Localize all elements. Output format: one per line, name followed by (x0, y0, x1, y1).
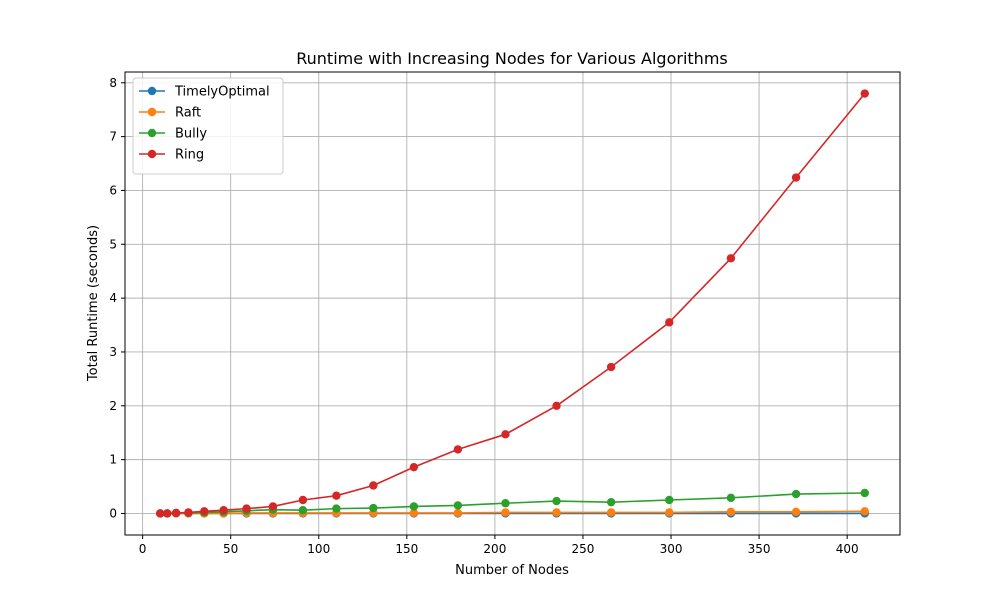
data-point-ring (219, 506, 228, 515)
data-point-ring (409, 462, 419, 472)
plot-frame (124, 71, 901, 536)
x-tick-label: 350 (748, 542, 771, 556)
legend-label-raft: Raft (175, 106, 201, 121)
x-tick-label: 50 (223, 542, 238, 556)
data-point-raft (860, 507, 869, 516)
data-point-raft (501, 508, 510, 517)
legend-box (132, 77, 284, 175)
series-ring (156, 89, 869, 518)
y-tick-label: 5 (109, 237, 117, 251)
data-point-ring (453, 445, 463, 454)
legend: TimelyOptimal Raft Bully Ring (132, 77, 284, 175)
data-point-ring (184, 508, 193, 517)
x-tick-label: 150 (395, 542, 418, 556)
data-point-ring (791, 173, 801, 182)
legend-marker-timelyoptimal (147, 86, 157, 96)
data-point-bully (369, 503, 378, 513)
data-point-ring (268, 502, 278, 511)
data-point-ring (200, 507, 209, 516)
y-tick-label: 4 (109, 291, 117, 305)
legend-label-bully: Bully (175, 127, 207, 142)
legend-marker-raft (147, 107, 157, 117)
data-point-ring (171, 508, 181, 518)
y-tick-label: 7 (109, 130, 117, 144)
y-axis-label: Total Runtime (seconds) (86, 225, 101, 382)
data-point-bully (726, 493, 736, 503)
x-tick-label: 100 (307, 542, 330, 556)
legend-marker-ring (147, 149, 157, 159)
data-point-raft (791, 507, 801, 517)
data-point-ring (242, 504, 251, 513)
data-point-bully (332, 504, 341, 513)
y-tick-label: 3 (109, 345, 117, 359)
data-point-ring (860, 89, 869, 98)
legend-marker-bully (147, 128, 157, 138)
y-tick-label: 2 (109, 399, 117, 413)
data-point-bully (665, 495, 674, 505)
legend-label-ring: Ring (175, 148, 204, 163)
y-tick-label: 8 (109, 76, 117, 90)
data-point-bully (791, 489, 801, 499)
x-tick-label: 250 (572, 542, 595, 556)
data-point-bully (552, 496, 561, 506)
data-point-ring (156, 509, 165, 518)
data-point-ring (726, 254, 736, 263)
data-point-ring (606, 362, 616, 372)
data-point-raft (665, 508, 674, 517)
chart-title: Runtime with Increasing Nodes for Variou… (296, 49, 727, 68)
x-tick-label: 200 (483, 542, 506, 556)
grid (125, 72, 900, 535)
data-point-bully (409, 502, 419, 511)
y-tick-label: 1 (109, 453, 117, 467)
x-tick-label: 0 (139, 542, 147, 556)
series-lines (156, 89, 869, 518)
data-point-ring (163, 509, 172, 518)
data-point-bully (501, 499, 510, 508)
data-point-bully (606, 497, 616, 507)
axes: 0 50 100 150 200 250 300 350 400 0 1 2 3 4 5 6 7 8 (109, 76, 858, 556)
data-point-ring (552, 401, 561, 410)
data-point-raft (606, 508, 616, 517)
data-point-raft (726, 507, 736, 517)
data-point-raft (453, 508, 463, 518)
data-point-bully (298, 506, 308, 515)
data-point-ring (298, 495, 308, 505)
x-tick-label: 400 (836, 542, 859, 556)
data-point-bully (860, 488, 869, 498)
data-point-raft (552, 508, 561, 517)
data-point-bully (453, 501, 463, 510)
y-tick-label: 0 (109, 506, 117, 520)
data-point-raft (409, 508, 419, 518)
data-point-ring (369, 481, 378, 490)
x-axis-label: Number of Nodes (455, 563, 569, 578)
legend-label-timelyoptimal: TimelyOptimal (174, 85, 270, 100)
x-tick-label: 300 (660, 542, 683, 556)
y-tick-label: 6 (109, 183, 117, 197)
data-point-ring (501, 430, 510, 439)
data-point-ring (332, 491, 341, 500)
data-point-ring (665, 318, 674, 327)
series-raft (156, 507, 869, 518)
